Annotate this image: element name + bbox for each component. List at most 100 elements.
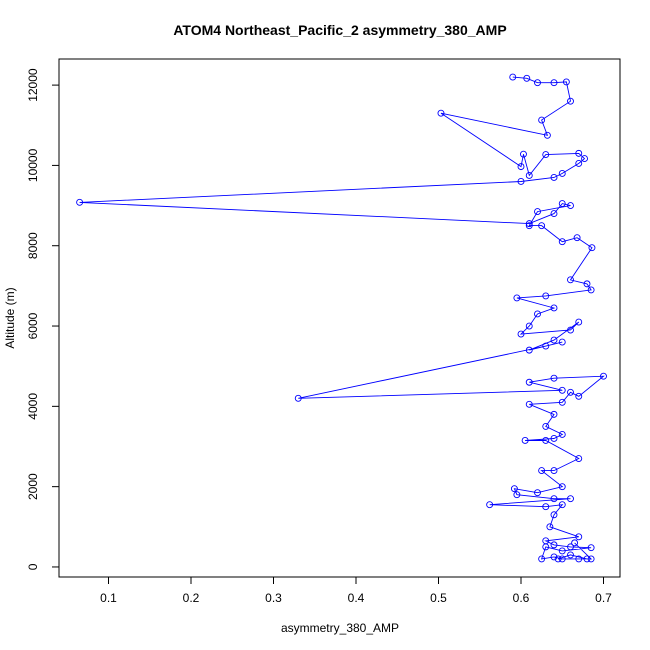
data-point — [510, 485, 518, 493]
y-axis: 0 2000 4000 6000 8000 10000 12000 — [26, 68, 60, 570]
data-point — [558, 547, 566, 555]
data-point — [558, 169, 566, 177]
data-point — [521, 437, 529, 444]
data-point — [567, 326, 574, 334]
data-point — [525, 220, 533, 228]
y-tick-label: 6000 — [26, 312, 40, 339]
y-tick-label: 8000 — [26, 232, 40, 259]
data-point — [558, 386, 566, 394]
data-point — [550, 374, 558, 382]
data-point — [525, 322, 533, 330]
data-point — [583, 280, 591, 288]
data-point — [567, 97, 574, 105]
data-point — [571, 539, 579, 547]
data-point — [550, 410, 558, 418]
data-point — [486, 501, 494, 509]
data-point — [542, 543, 550, 551]
data-point — [567, 543, 574, 551]
data-point — [534, 489, 541, 497]
x-axis: 0.1 0.2 0.3 0.4 0.5 0.6 0.7 — [100, 576, 612, 605]
data-point — [575, 555, 583, 563]
data-point — [534, 310, 541, 318]
data-point — [567, 276, 574, 284]
data-point — [567, 551, 574, 559]
data-point — [550, 467, 558, 475]
data-point — [550, 511, 558, 519]
data-point — [525, 171, 533, 179]
data-point — [534, 79, 541, 87]
data-point — [550, 304, 558, 312]
data-series — [76, 73, 607, 563]
data-point — [583, 555, 591, 563]
data-point — [534, 208, 541, 216]
plot-frame — [58, 58, 621, 578]
data-point — [76, 198, 84, 206]
data-point — [575, 455, 583, 462]
data-point — [558, 555, 566, 563]
data-point — [525, 400, 533, 408]
data-point — [554, 555, 562, 563]
data-point — [575, 392, 583, 400]
data-point — [517, 178, 525, 185]
data-point — [525, 222, 533, 230]
y-tick-label: 0 — [26, 563, 40, 570]
data-point — [588, 244, 596, 252]
x-axis-label: asymmetry_380_AMP — [281, 621, 399, 635]
data-point — [294, 394, 302, 402]
data-point — [542, 151, 550, 159]
data-point — [523, 74, 531, 82]
x-tick-label: 0.1 — [100, 591, 117, 605]
data-point — [575, 149, 583, 157]
data-point — [550, 541, 558, 549]
x-tick-label: 0.6 — [513, 591, 530, 605]
chart-title: ATOM4 Northeast_Pacific_2 asymmetry_380_… — [173, 22, 506, 38]
data-point — [546, 523, 554, 531]
data-point — [550, 79, 558, 87]
x-tick-label: 0.5 — [430, 591, 447, 605]
data-point — [587, 544, 595, 552]
data-point — [558, 398, 566, 406]
data-point — [550, 495, 558, 503]
data-point — [600, 372, 607, 380]
x-tick-label: 0.2 — [183, 591, 200, 605]
data-point — [558, 238, 566, 246]
data-point — [550, 174, 558, 181]
data-point — [567, 495, 574, 503]
data-point — [567, 388, 574, 396]
data-point — [567, 202, 574, 210]
data-point — [587, 555, 595, 563]
y-tick-label: 2000 — [26, 473, 40, 500]
data-point — [562, 78, 570, 86]
data-point — [525, 378, 533, 386]
data-point — [550, 210, 558, 218]
data-point — [520, 150, 527, 158]
data-point — [543, 131, 551, 139]
y-tick-label: 10000 — [26, 148, 40, 182]
data-point — [542, 292, 550, 300]
data-point — [538, 116, 546, 124]
series-line — [79, 76, 605, 560]
data-point — [542, 437, 550, 444]
data-point — [509, 73, 517, 81]
data-point — [538, 467, 546, 475]
data-point — [525, 346, 533, 354]
data-point — [550, 336, 558, 344]
data-point — [542, 342, 550, 350]
data-point — [573, 234, 581, 242]
y-tick-label: 12000 — [26, 68, 40, 102]
data-point — [581, 155, 588, 163]
data-point — [542, 503, 550, 511]
data-point — [575, 533, 583, 541]
data-point — [575, 159, 583, 167]
data-point — [550, 435, 558, 442]
data-point — [587, 286, 595, 294]
y-axis-label: Altitude (m) — [3, 287, 17, 348]
data-point — [558, 430, 566, 438]
data-point — [558, 200, 566, 208]
x-tick-label: 0.3 — [265, 591, 282, 605]
data-point — [517, 330, 525, 338]
data-point — [558, 483, 566, 491]
x-tick-label: 0.7 — [595, 591, 612, 605]
data-point — [513, 294, 521, 302]
data-point — [513, 491, 521, 499]
